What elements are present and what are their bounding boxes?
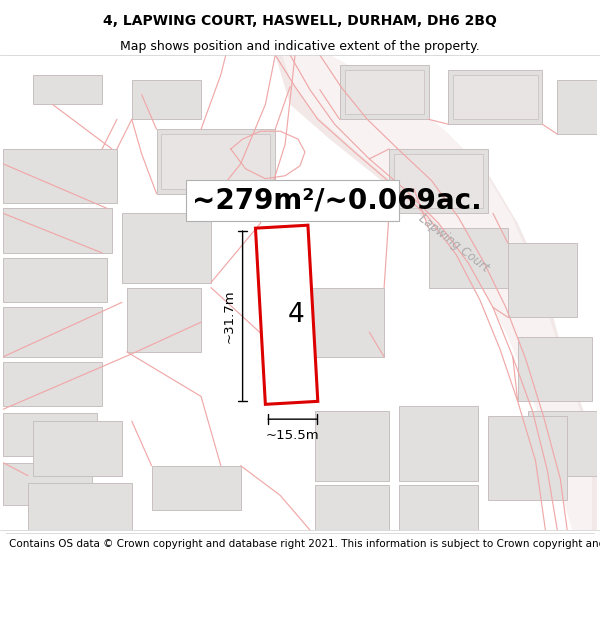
Text: 4, LAPWING COURT, HASWELL, DURHAM, DH6 2BQ: 4, LAPWING COURT, HASWELL, DURHAM, DH6 2…	[103, 14, 497, 28]
Polygon shape	[3, 308, 102, 357]
Polygon shape	[344, 70, 424, 114]
Polygon shape	[152, 466, 241, 510]
Polygon shape	[310, 288, 384, 357]
Polygon shape	[448, 70, 542, 124]
Polygon shape	[428, 228, 508, 288]
Polygon shape	[3, 413, 97, 456]
Polygon shape	[3, 258, 107, 302]
Polygon shape	[315, 411, 389, 481]
Polygon shape	[132, 80, 201, 119]
Polygon shape	[527, 411, 597, 476]
Polygon shape	[3, 208, 112, 253]
Polygon shape	[315, 486, 389, 530]
Polygon shape	[399, 406, 478, 481]
Polygon shape	[394, 154, 483, 208]
Polygon shape	[157, 129, 275, 194]
Polygon shape	[557, 80, 597, 134]
Text: ~15.5m: ~15.5m	[266, 429, 319, 442]
Polygon shape	[122, 213, 211, 282]
Text: Map shows position and indicative extent of the property.: Map shows position and indicative extent…	[120, 39, 480, 52]
Polygon shape	[3, 462, 92, 505]
Polygon shape	[282, 55, 592, 530]
FancyBboxPatch shape	[186, 180, 399, 221]
Polygon shape	[33, 75, 102, 104]
Polygon shape	[508, 243, 577, 318]
Polygon shape	[340, 65, 428, 119]
Text: ~279m²/~0.069ac.: ~279m²/~0.069ac.	[192, 186, 482, 214]
Polygon shape	[161, 134, 271, 189]
Polygon shape	[256, 225, 318, 404]
Text: ~31.7m: ~31.7m	[223, 289, 236, 342]
Polygon shape	[275, 55, 597, 530]
Polygon shape	[488, 416, 567, 500]
Text: Lapwing Court: Lapwing Court	[416, 212, 491, 274]
Polygon shape	[3, 362, 102, 406]
Polygon shape	[33, 421, 122, 476]
Polygon shape	[518, 337, 592, 401]
Polygon shape	[28, 482, 132, 530]
Polygon shape	[3, 149, 117, 204]
Text: 4: 4	[288, 302, 305, 328]
Polygon shape	[127, 288, 201, 352]
Text: Contains OS data © Crown copyright and database right 2021. This information is : Contains OS data © Crown copyright and d…	[9, 539, 600, 549]
Polygon shape	[454, 75, 538, 119]
Polygon shape	[389, 149, 488, 213]
Polygon shape	[399, 486, 478, 530]
